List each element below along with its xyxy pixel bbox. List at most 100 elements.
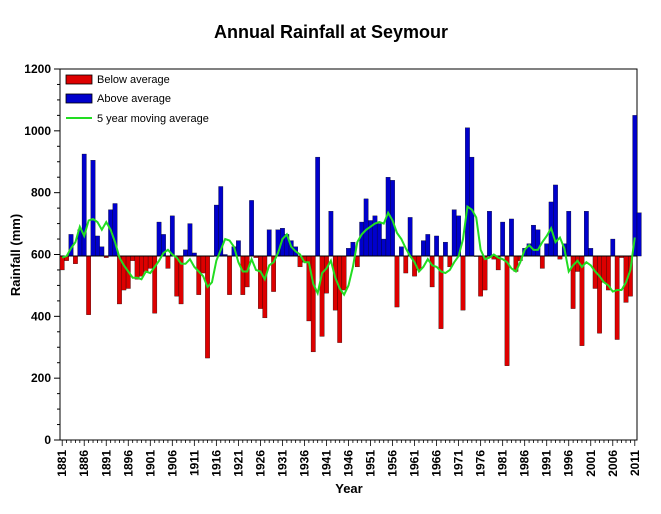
bar-1903	[156, 221, 162, 257]
x-tick-label-1951: 1951	[364, 450, 378, 477]
bar-1889	[95, 235, 100, 257]
bar-1982	[504, 255, 510, 366]
bar-1966	[434, 235, 439, 257]
bar-2004	[601, 255, 607, 283]
bar-1950	[363, 198, 369, 257]
x-tick-label-2006: 2006	[606, 450, 620, 477]
bar-1887	[86, 255, 91, 315]
bar-1989	[535, 229, 541, 257]
bar-1972	[460, 255, 466, 311]
x-tick-label-1986: 1986	[518, 450, 532, 477]
y-tick-label-1200: 1200	[24, 62, 51, 76]
bar-1897	[130, 255, 136, 261]
bar-1900	[143, 255, 149, 272]
bar-1963	[421, 240, 426, 257]
bar-1999	[579, 255, 585, 346]
y-tick-label-800: 800	[31, 186, 51, 200]
bar-1922	[240, 255, 246, 295]
x-tick-label-1921: 1921	[231, 450, 245, 477]
moving-average-line	[61, 204, 636, 297]
bar-1910	[187, 223, 193, 257]
bar-1916	[214, 204, 219, 257]
x-tick-label-1891: 1891	[99, 450, 113, 477]
bar-1914	[205, 255, 210, 359]
x-tick-label-1971: 1971	[452, 450, 466, 477]
x-axis-label: Year	[335, 481, 362, 496]
bar-1977	[482, 255, 488, 291]
bar-1886	[81, 153, 87, 257]
bar-1899	[139, 255, 144, 277]
bar-1906	[169, 215, 175, 257]
bar-1968	[443, 241, 448, 257]
bar-1988	[531, 224, 536, 257]
x-tick-label-1896: 1896	[121, 450, 135, 477]
x-tick-label-1996: 1996	[562, 450, 576, 477]
x-tick-label-1906: 1906	[165, 450, 179, 477]
bar-1926	[258, 255, 263, 309]
bar-1964	[425, 234, 431, 257]
x-tick-label-1956: 1956	[386, 450, 400, 477]
x-tick-label-1926: 1926	[253, 450, 267, 477]
bar-undefined	[636, 212, 642, 257]
bar-1901	[147, 255, 153, 269]
x-tick-label-1941: 1941	[319, 450, 333, 477]
bar-1884	[73, 255, 78, 264]
bar-1940	[319, 255, 325, 337]
bar-2006	[610, 238, 616, 257]
bar-1990	[539, 255, 545, 269]
legend-label-moving-average: 5 year moving average	[97, 113, 209, 125]
bar-1960	[407, 217, 413, 257]
x-tick-label-1946: 1946	[342, 450, 356, 477]
bar-1909	[183, 249, 188, 257]
bar-1981	[500, 221, 506, 257]
bar-1890	[99, 246, 105, 257]
x-tick-label-2011: 2011	[628, 450, 642, 476]
bar-1983	[509, 218, 514, 257]
bar-1974	[469, 156, 475, 257]
y-axis-label: Rainfall (mm)	[8, 214, 23, 296]
bar-1946	[346, 248, 351, 257]
x-axis: 1881 1886 1891 1896 1901 1906 1911 1916 1921 1926…	[55, 440, 642, 477]
y-tick-label-200: 200	[31, 371, 51, 385]
bar-1944	[337, 255, 343, 343]
x-tick-label-1931: 1931	[275, 450, 289, 477]
x-tick-label-1911: 1911	[187, 450, 201, 476]
x-tick-label-1966: 1966	[430, 450, 444, 477]
bar-1928	[266, 229, 272, 257]
legend-label-below: Below average	[97, 74, 170, 86]
bar-1973	[465, 127, 470, 257]
bar-1965	[429, 255, 435, 288]
bar-1976	[478, 255, 483, 297]
bar-1945	[341, 255, 347, 291]
bar-1969	[447, 255, 453, 268]
x-tick-label-1916: 1916	[209, 450, 223, 477]
y-tick-label-600: 600	[31, 248, 51, 262]
bar-1912	[196, 255, 202, 295]
bar-1941	[324, 255, 329, 294]
legend: Below average Above average 5 year movin…	[65, 74, 209, 125]
bar-1978	[487, 211, 492, 257]
x-tick-label-1901: 1901	[143, 450, 157, 477]
bar-2007	[614, 255, 620, 340]
bar-1881	[59, 255, 65, 271]
bar-1948	[354, 255, 360, 268]
legend-swatch-above	[65, 93, 93, 104]
chart-title: Annual Rainfall at Seymour	[214, 22, 448, 42]
bar-1939	[315, 156, 321, 257]
legend-swatch-below	[65, 74, 93, 85]
bar-2003	[597, 255, 602, 334]
bar-1924	[249, 200, 254, 257]
bar-2011	[632, 115, 638, 257]
x-tick-label-2001: 2001	[584, 450, 598, 477]
y-tick-label-0: 0	[44, 433, 51, 447]
bar-1907	[174, 255, 180, 297]
bar-1958	[398, 246, 404, 257]
bar-2000	[584, 211, 589, 257]
bar-1888	[90, 160, 96, 257]
bar-1959	[403, 255, 409, 274]
bar-1952	[372, 215, 378, 257]
bar-1894	[117, 255, 122, 305]
bar-1993	[553, 184, 558, 257]
bar-1905	[165, 255, 171, 269]
